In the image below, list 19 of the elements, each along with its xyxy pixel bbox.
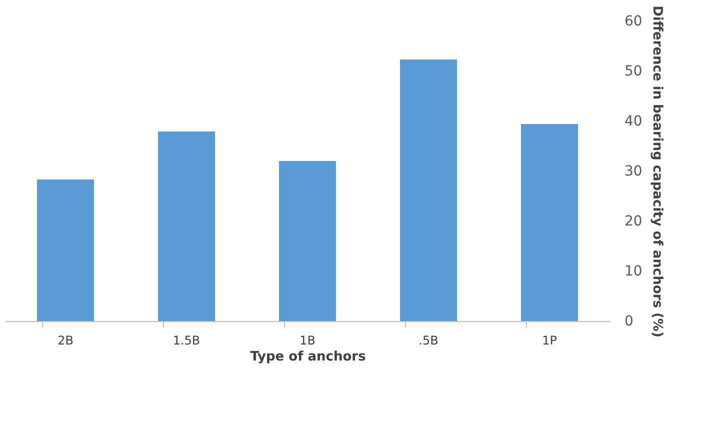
y-tick-label: 10 (624, 264, 642, 280)
y-tick-label: 60 (624, 14, 642, 30)
x-tick-label: 1P (542, 334, 557, 348)
bar (521, 124, 578, 321)
bar (37, 180, 94, 321)
bar (400, 60, 457, 321)
y-tick-label: 50 (624, 64, 642, 80)
bar (279, 161, 336, 321)
y-axis-title: Difference in bearing capacity of anchors (%) (649, 6, 664, 338)
x-tick-label: .5B (418, 334, 438, 348)
x-axis-title: Type of anchors (250, 350, 366, 364)
bar (158, 132, 215, 321)
x-tick-label: 1B (300, 334, 316, 348)
x-tick-label: 2B (58, 334, 74, 348)
y-tick-label: 0 (624, 314, 634, 330)
y-tick-label: 40 (624, 114, 642, 130)
y-tick-label: 30 (624, 164, 642, 180)
x-tick-label: 1.5B (172, 334, 200, 348)
y-tick-label: 20 (624, 214, 642, 230)
